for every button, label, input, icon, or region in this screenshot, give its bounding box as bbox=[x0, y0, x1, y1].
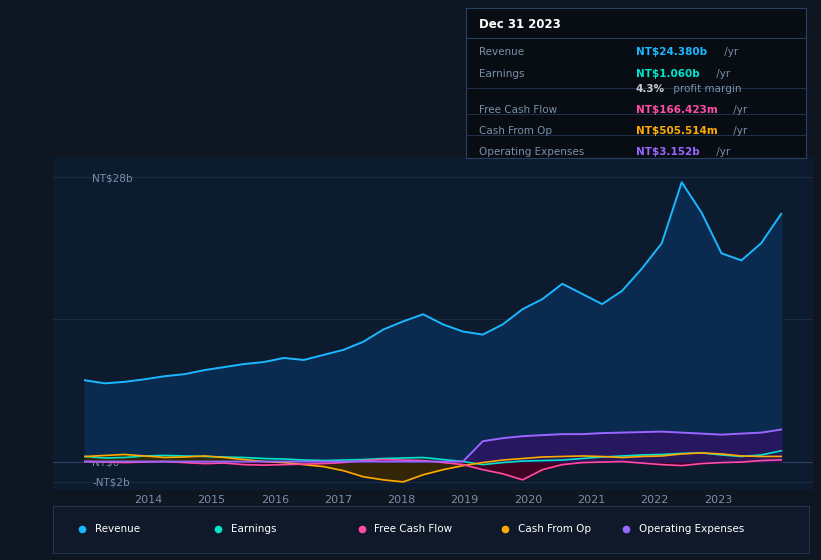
Text: NT$24.380b: NT$24.380b bbox=[635, 47, 707, 57]
Text: NT$505.514m: NT$505.514m bbox=[635, 127, 718, 137]
Text: Operating Expenses: Operating Expenses bbox=[639, 525, 744, 534]
Text: Free Cash Flow: Free Cash Flow bbox=[374, 525, 452, 534]
Text: Earnings: Earnings bbox=[231, 525, 277, 534]
Text: NT$166.423m: NT$166.423m bbox=[635, 105, 718, 115]
Text: Cash From Op: Cash From Op bbox=[518, 525, 591, 534]
Text: profit margin: profit margin bbox=[670, 85, 741, 95]
Text: NT$3.152b: NT$3.152b bbox=[635, 147, 699, 157]
Text: Free Cash Flow: Free Cash Flow bbox=[479, 105, 557, 115]
Text: Operating Expenses: Operating Expenses bbox=[479, 147, 585, 157]
Text: /yr: /yr bbox=[713, 147, 730, 157]
Text: /yr: /yr bbox=[730, 105, 747, 115]
Text: /yr: /yr bbox=[730, 127, 747, 137]
Text: /yr: /yr bbox=[713, 69, 730, 80]
Text: NT$1.060b: NT$1.060b bbox=[635, 69, 699, 80]
Text: Revenue: Revenue bbox=[479, 47, 525, 57]
Text: Cash From Op: Cash From Op bbox=[479, 127, 553, 137]
Text: /yr: /yr bbox=[721, 47, 738, 57]
Text: Dec 31 2023: Dec 31 2023 bbox=[479, 18, 561, 31]
Text: 4.3%: 4.3% bbox=[635, 85, 665, 95]
Text: Earnings: Earnings bbox=[479, 69, 525, 80]
Text: Revenue: Revenue bbox=[95, 525, 140, 534]
